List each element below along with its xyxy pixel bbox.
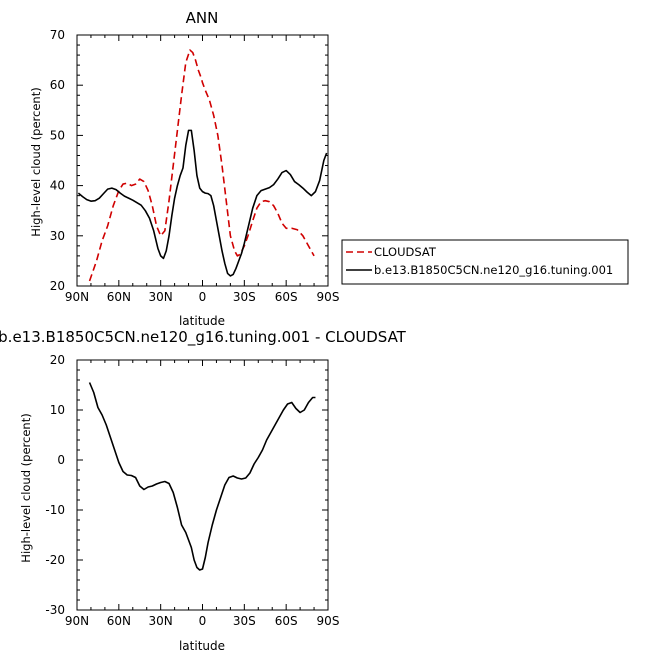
top-x-tick-label: 60S xyxy=(275,290,298,304)
legend-label-0: CLOUDSAT xyxy=(374,245,437,259)
top-x-tick-label: 30N xyxy=(149,290,173,304)
bottom-y-tick-label: -10 xyxy=(45,503,65,517)
bottom-chart-plot: 90N 60N 30N 0 30S 60S 90S -30 -20 -10 0 10 20 xyxy=(45,353,339,628)
bottom-y-tick-label: -20 xyxy=(45,553,65,567)
legend-label-1: b.e13.B1850C5CN.ne120_g16.tuning.001 xyxy=(374,263,613,277)
top-x-tick-label: 30S xyxy=(233,290,256,304)
top-x-tick-label: 60N xyxy=(107,290,131,304)
bottom-chart-title: b.e13.B1850C5CN.ne120_g16.tuning.001 - C… xyxy=(0,328,407,347)
bottom-x-tick-label: 60N xyxy=(107,614,131,628)
top-chart-title: ANN xyxy=(186,9,219,27)
legend-box xyxy=(341,239,629,285)
bottom-x-tick-label: 30N xyxy=(149,614,173,628)
top-y-tick-label: 70 xyxy=(50,28,65,42)
bottom-series-line-0 xyxy=(88,382,316,571)
bottom-plot-frame xyxy=(76,359,329,611)
top-plot-frame xyxy=(76,34,329,287)
bottom-x-tick-label: 30S xyxy=(233,614,256,628)
bottom-y-tick-label: -30 xyxy=(45,603,65,617)
top-x-tick-label: 90S xyxy=(317,290,340,304)
top-y-tick-label: 40 xyxy=(50,179,65,193)
top-x-tick-label: 90N xyxy=(65,290,89,304)
bottom-y-tick-label: 20 xyxy=(50,353,65,367)
bottom-x-tick-label: 90S xyxy=(317,614,340,628)
bottom-y-tick-label: 10 xyxy=(50,403,65,417)
bottom-y-axis-label: High-level cloud (percent) xyxy=(19,413,33,562)
top-y-axis-label: High-level cloud (percent) xyxy=(29,87,43,236)
bottom-x-tick-label: 60S xyxy=(275,614,298,628)
top-y-tick-label: 20 xyxy=(50,279,65,293)
top-y-tick-label: 50 xyxy=(50,128,65,142)
bottom-x-tick-label: 90N xyxy=(65,614,89,628)
top-y-tick-label: 30 xyxy=(50,229,65,243)
bottom-y-tick-label: 0 xyxy=(57,453,65,467)
top-x-axis-label: latitude xyxy=(179,314,225,328)
bottom-x-tick-label: 0 xyxy=(199,614,207,628)
top-series-line-1 xyxy=(77,129,328,277)
top-chart-plot: 90N 60N 30N 0 30S 60S 90S 20 30 40 50 60 70 xyxy=(50,28,340,304)
top-x-tick-label: 0 xyxy=(199,290,207,304)
top-series-line-0 xyxy=(88,49,315,282)
bottom-x-axis-label: latitude xyxy=(179,639,225,653)
chart-legend: CLOUDSAT b.e13.B1850C5CN.ne120_g16.tuning… xyxy=(341,239,629,285)
top-y-tick-label: 60 xyxy=(50,78,65,92)
